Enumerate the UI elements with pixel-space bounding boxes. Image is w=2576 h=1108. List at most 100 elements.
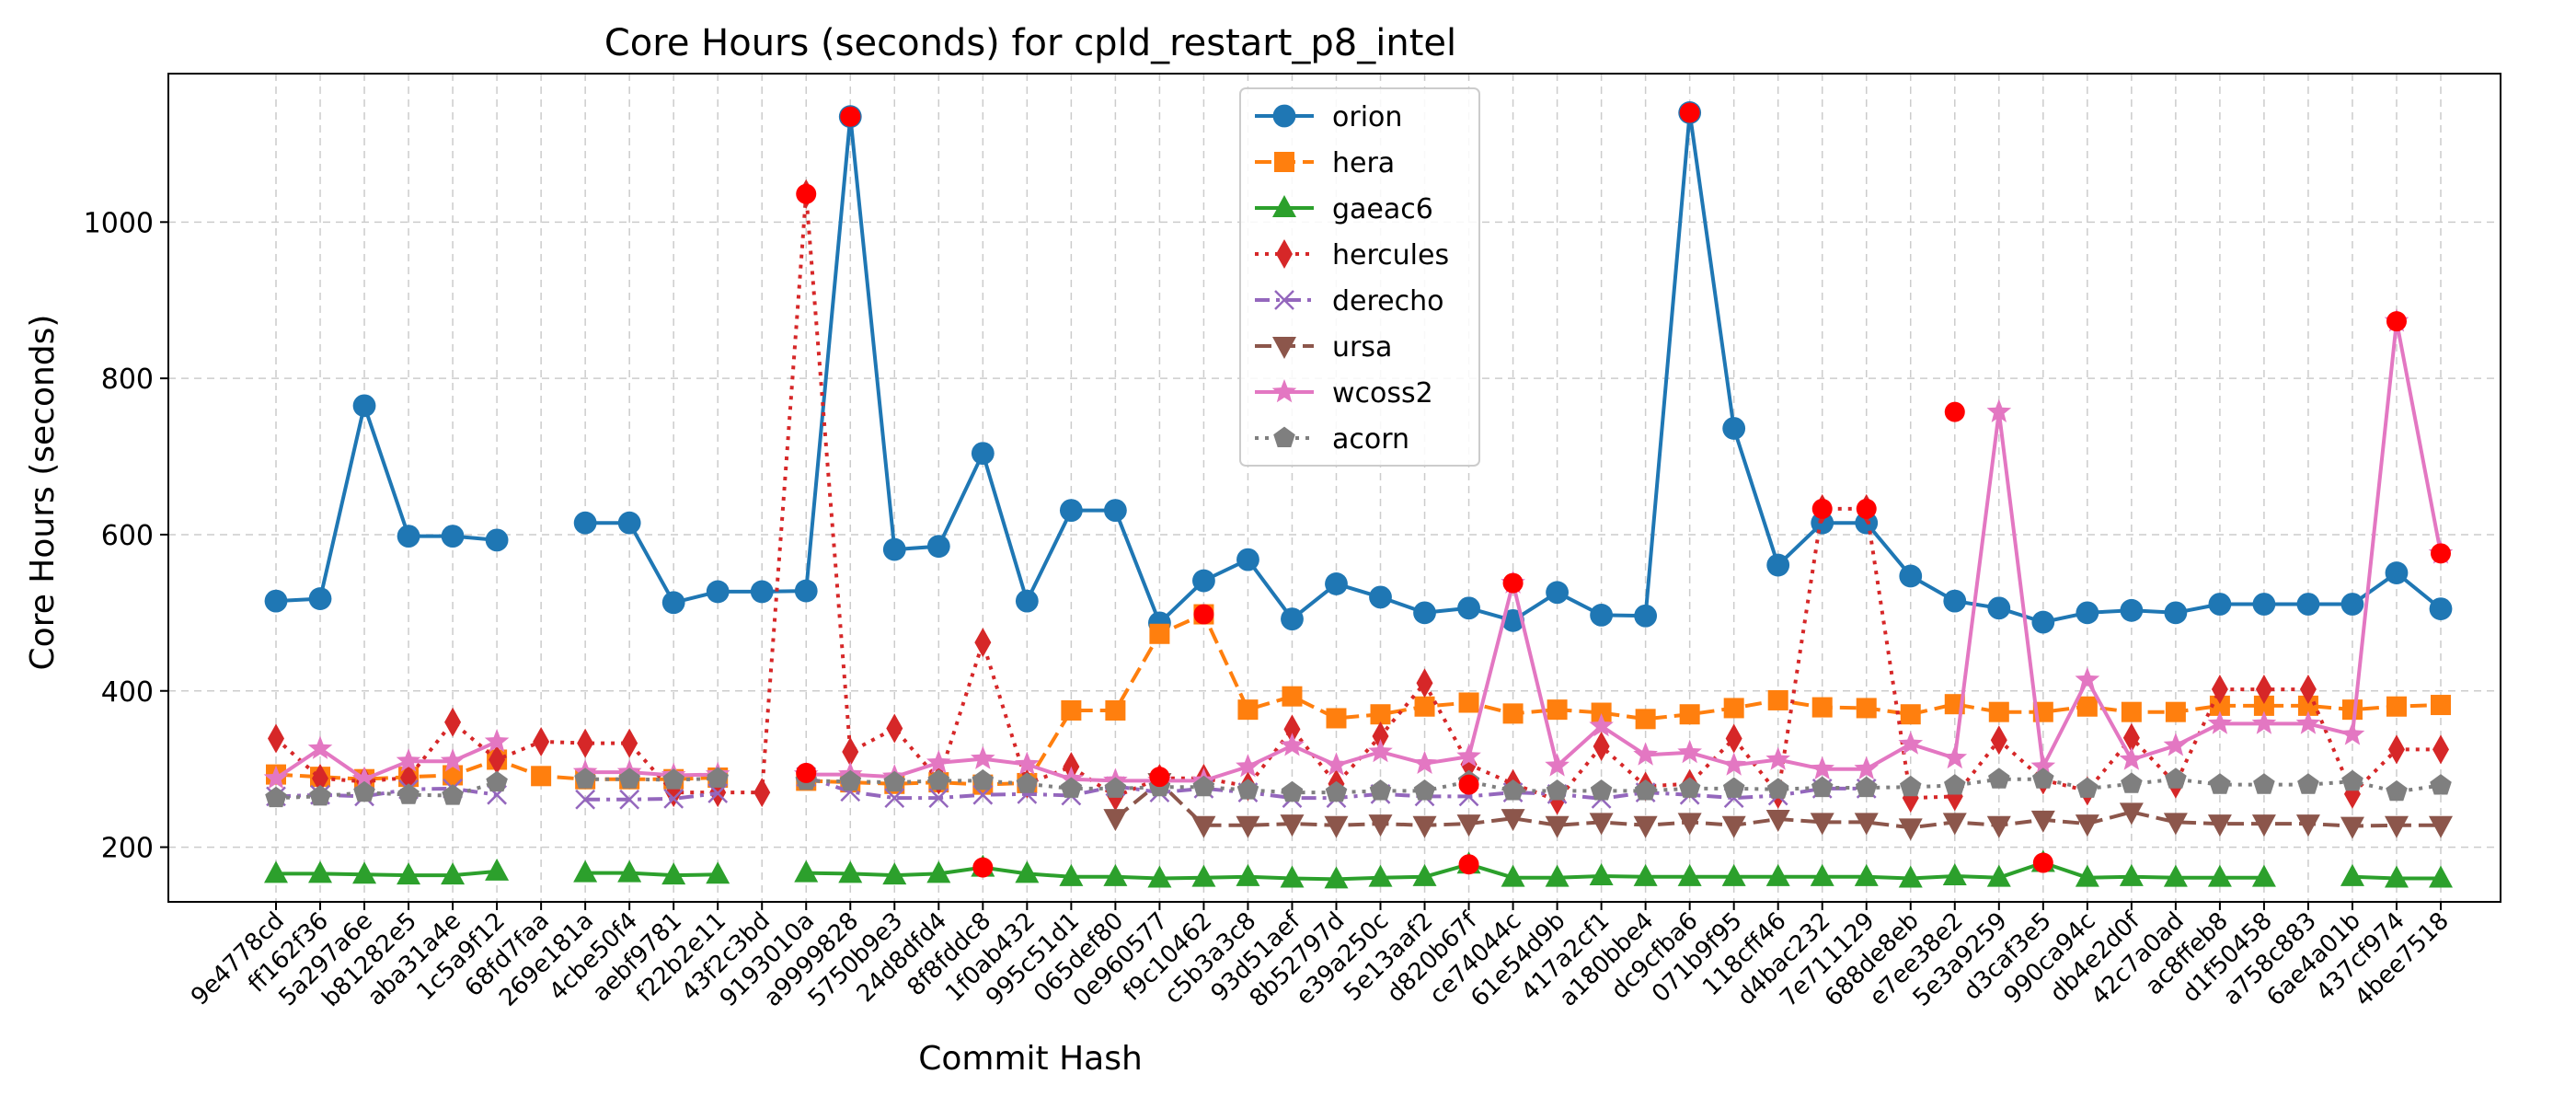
data-point-orion	[397, 525, 420, 548]
data-point-gaeac6	[1589, 862, 1614, 885]
data-point-wcoss2	[1236, 754, 1260, 778]
data-point-ursa	[2340, 816, 2364, 839]
data-point-ursa	[2075, 814, 2099, 837]
data-point-derecho	[928, 788, 949, 808]
data-point-hera	[1811, 697, 1833, 718]
data-point-wcoss2	[2295, 710, 2321, 734]
data-point-acorn	[442, 784, 464, 805]
series-line-wcoss2	[585, 770, 719, 778]
data-point-hera	[1988, 701, 2009, 722]
highlight-point	[796, 183, 817, 204]
data-point-derecho	[884, 788, 905, 808]
data-point-ursa	[2207, 814, 2232, 837]
data-point-acorn	[265, 786, 287, 808]
data-point-ursa	[1765, 810, 1790, 832]
series-ursa	[1103, 773, 2453, 841]
data-point-orion	[617, 511, 641, 535]
data-point-ursa	[1103, 809, 1128, 832]
data-point-acorn	[1988, 768, 2010, 789]
data-point-hercules	[444, 707, 462, 737]
data-point-ursa	[1412, 815, 1437, 838]
data-point-wcoss2	[263, 765, 289, 790]
legend-label: wcoss2	[1332, 377, 1433, 410]
data-point-hera	[1458, 692, 1479, 713]
data-point-acorn	[2076, 777, 2099, 798]
data-point-derecho	[575, 789, 596, 810]
data-point-hercules	[2387, 734, 2405, 765]
data-point-wcoss2	[1589, 713, 1614, 737]
data-point-gaeac6	[1810, 863, 1834, 886]
data-point-ursa	[1633, 815, 1658, 838]
data-point-hercules	[1372, 721, 1389, 751]
legend-label: hera	[1332, 147, 1395, 179]
data-point-gaeac6	[1059, 863, 1084, 886]
legend-item-wcoss2: wcoss2	[1255, 377, 1433, 410]
data-point-ursa	[2163, 813, 2188, 836]
data-point-wcoss2	[2119, 746, 2145, 770]
data-point-orion	[1059, 499, 1083, 523]
data-point-hercules	[1593, 732, 1610, 762]
data-point-gaeac6	[264, 860, 288, 883]
data-point-orion	[794, 579, 818, 603]
data-point-wcoss2	[396, 748, 421, 772]
data-point-hera	[2253, 695, 2274, 716]
data-point-hercules	[842, 736, 859, 767]
data-point-gaeac6	[1677, 863, 1702, 886]
data-point-orion	[2076, 601, 2099, 625]
data-point-hera	[1900, 704, 1921, 725]
legend-marker	[1272, 195, 1296, 217]
data-point-orion	[1369, 585, 1392, 609]
highlight-point	[1149, 767, 1170, 788]
data-point-derecho	[663, 789, 684, 809]
data-point-ursa	[2119, 802, 2144, 825]
data-point-gaeac6	[1280, 865, 1305, 888]
data-point-gaeac6	[1633, 863, 1658, 886]
data-point-gaeac6	[2207, 864, 2232, 887]
y-tick-label: 600	[101, 520, 154, 552]
data-point-orion	[750, 580, 774, 604]
data-point-hera	[2209, 695, 2230, 716]
data-point-wcoss2	[1324, 752, 1349, 776]
data-point-gaeac6	[397, 862, 421, 885]
data-point-hera	[1414, 696, 1435, 717]
data-point-hera	[1635, 709, 1656, 730]
data-point-gaeac6	[838, 860, 863, 883]
data-point-acorn	[1766, 778, 1789, 799]
data-point-hercules	[1990, 725, 2007, 756]
data-point-acorn	[1855, 776, 1878, 798]
data-point-orion	[1766, 553, 1790, 577]
data-point-wcoss2	[1677, 739, 1702, 764]
data-point-acorn	[309, 785, 331, 806]
data-point-ursa	[1854, 813, 1879, 836]
highlight-point	[2431, 543, 2451, 564]
y-tick-label: 800	[101, 364, 154, 396]
legend-marker	[1271, 379, 1297, 403]
data-point-hera	[2121, 701, 2142, 722]
data-point-gaeac6	[1324, 866, 1349, 889]
data-point-gaeac6	[794, 860, 819, 883]
data-point-wcoss2	[1765, 746, 1790, 770]
data-point-acorn	[1016, 772, 1039, 793]
data-point-orion	[1325, 572, 1348, 595]
highlight-point	[1458, 774, 1479, 795]
data-point-acorn	[1546, 779, 1569, 801]
data-point-hera	[1502, 703, 1524, 724]
data-point-hera	[1591, 702, 1612, 723]
data-point-gaeac6	[352, 861, 377, 884]
data-point-orion	[485, 528, 509, 552]
data-point-hera	[1679, 704, 1700, 725]
data-point-hera	[1723, 698, 1744, 719]
data-point-gaeac6	[1015, 860, 1040, 883]
data-point-acorn	[1944, 774, 1966, 795]
data-point-hera	[2297, 695, 2318, 716]
data-point-ursa	[2030, 810, 2055, 833]
legend-box	[1239, 87, 1480, 467]
legend-marker	[1276, 239, 1293, 269]
data-point-ursa	[1986, 815, 2011, 838]
highlight-point	[1193, 604, 1214, 625]
data-point-hercules	[621, 728, 638, 758]
data-point-orion	[706, 580, 730, 604]
data-point-ursa	[1280, 814, 1305, 837]
data-point-gaeac6	[308, 860, 333, 883]
